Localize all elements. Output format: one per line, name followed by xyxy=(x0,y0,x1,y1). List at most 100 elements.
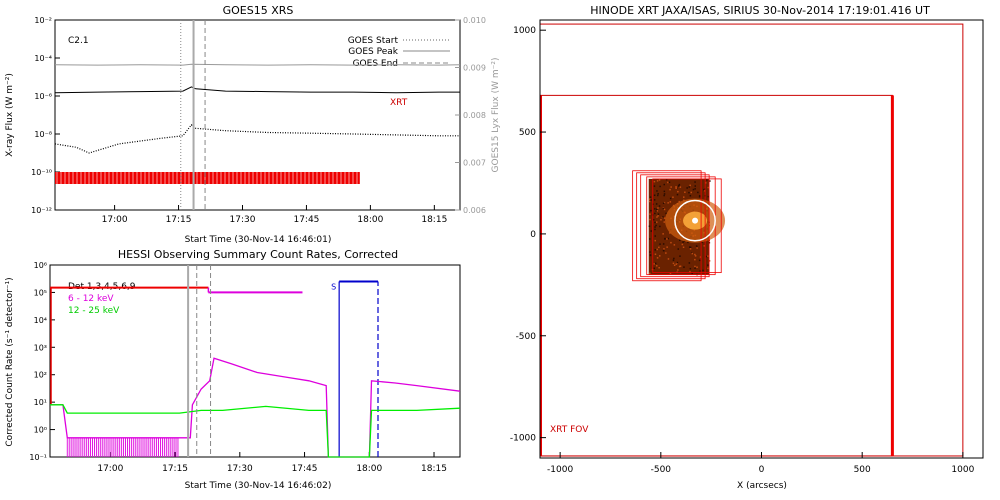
fov-xtick-label: -500 xyxy=(651,465,672,475)
fov-image-speckle xyxy=(683,266,685,268)
fov-image-speckle xyxy=(676,261,679,264)
goes-panel: GOES15 XRS C2.1 X-ray Flux (W m⁻²) GOES1… xyxy=(5,4,501,245)
fov-image-speckle xyxy=(679,255,681,257)
goes-annotation-c21: C2.1 xyxy=(68,36,89,46)
fov-image-speckle xyxy=(653,267,655,270)
fov-image-speckle xyxy=(650,199,652,201)
fov-image-speckle xyxy=(653,199,656,201)
fov-ytick-label: 500 xyxy=(519,128,536,138)
fov-image-speckle xyxy=(665,252,667,254)
goes-xlabel: Start Time (30-Nov-14 16:46:01) xyxy=(185,235,332,245)
fov-image-speckle xyxy=(689,246,691,248)
hessi-title: HESSI Observing Summary Count Rates, Cor… xyxy=(118,248,398,261)
fov-image-speckle xyxy=(706,179,708,181)
fov-image-speckle xyxy=(659,243,661,245)
fov-image-speckle xyxy=(653,180,656,183)
fov-image-speckle xyxy=(667,181,669,184)
fov-image-speckle xyxy=(650,209,652,212)
fov-image-speckle xyxy=(656,265,658,267)
fov-image-speckle xyxy=(657,207,659,209)
fov-image-speckle xyxy=(649,238,651,240)
fov-image-speckle xyxy=(652,219,655,221)
goes-legend: GOES Start GOES Peak GOES End xyxy=(348,36,450,69)
fov-image-speckle xyxy=(663,217,666,219)
fov-ytick-label: 0 xyxy=(530,230,536,240)
fov-image-speckle xyxy=(686,187,688,189)
fov-image-speckle xyxy=(659,255,661,257)
fov-xtick-label: 1000 xyxy=(951,465,974,475)
fov-image-speckle xyxy=(696,266,698,268)
fov-image-speckle xyxy=(665,178,668,181)
goes-xtick-label: 17:30 xyxy=(230,215,256,225)
fov-image-speckle xyxy=(679,265,682,267)
fov-image-speckle xyxy=(649,251,651,253)
fov-image-speckle xyxy=(669,201,672,203)
fov-image-speckle xyxy=(673,264,676,266)
fov-ytick-label: 1000 xyxy=(513,26,536,36)
fov-image-speckle xyxy=(707,255,709,257)
fov-image-speckle xyxy=(654,226,656,228)
fov-image-speckle xyxy=(698,259,701,262)
fov-image-speckle xyxy=(657,215,659,217)
fov-image-speckle xyxy=(649,272,651,275)
fov-image-speckle xyxy=(656,221,658,223)
fov-image-speckle xyxy=(694,255,697,257)
goes-ytick-label: 10⁻¹⁰ xyxy=(31,168,52,177)
fov-title: HINODE XRT JAXA/ISAS, SIRIUS 30-Nov-2014… xyxy=(590,4,930,17)
fov-image-speckle xyxy=(694,181,696,183)
fov-image-speckle xyxy=(689,195,692,197)
goes-y2tick-label: 0.010 xyxy=(463,16,486,25)
goes-ytick-label: 10⁻² xyxy=(34,16,52,25)
fov-image-speckle xyxy=(688,186,690,188)
fov-image-speckle xyxy=(662,233,664,235)
fov-image-box xyxy=(640,174,710,278)
fov-image-speckle xyxy=(654,249,657,251)
fov-image-speckle xyxy=(688,191,690,194)
fov-xlabel: X (arcsecs) xyxy=(737,481,787,491)
fov-image-speckle xyxy=(654,212,656,215)
fov-image-speckle xyxy=(708,260,711,262)
hessi-xtick-label: 17:45 xyxy=(292,464,318,474)
fov-panel: HINODE XRT JAXA/ISAS, SIRIUS 30-Nov-2014… xyxy=(510,4,984,491)
goes-ytick-label: 10⁻⁸ xyxy=(34,130,52,139)
fov-image-speckle xyxy=(682,241,684,243)
fov-image-speckle xyxy=(696,247,698,249)
fov-image-box xyxy=(632,170,702,282)
fov-image-speckle xyxy=(672,259,675,261)
fov-image-speckle xyxy=(663,190,666,193)
fov-image-speckle xyxy=(656,257,659,259)
hessi-xtick-label: 18:00 xyxy=(356,464,382,474)
fov-image-speckle xyxy=(689,184,691,187)
fov-image-speckle xyxy=(669,232,671,234)
goes-series-line xyxy=(54,124,460,154)
hessi-ticks: 17:00 17:15 17:30 17:45 18:00 18:15 10⁻¹ 10⁰ 10¹… xyxy=(29,261,447,474)
fov-image-speckle xyxy=(653,194,656,196)
goes-ylabel: X-ray Flux (W m⁻²) xyxy=(5,73,15,157)
fov-image-speckle xyxy=(694,185,696,187)
fov-image-speckle xyxy=(662,249,665,252)
fov-image-speckle xyxy=(649,254,652,257)
fov-image-speckle xyxy=(689,267,692,270)
fov-image-speckle xyxy=(678,183,681,186)
fov-image-speckle xyxy=(656,210,659,212)
fov-image-speckle xyxy=(662,202,665,204)
fov-plot-frame xyxy=(539,19,984,459)
fov-image-speckle xyxy=(648,225,651,227)
hessi-panel: HESSI Observing Summary Count Rates, Cor… xyxy=(5,248,461,491)
goes-xrt-label: XRT xyxy=(390,98,408,108)
fov-image-speckle xyxy=(703,245,705,247)
goes-y2tick-label: 0.006 xyxy=(463,206,486,215)
goes-ylabel-right: GOES15 Lyx Flux (W m⁻²) xyxy=(491,58,501,173)
fov-image-speckle xyxy=(656,248,658,251)
fov-image-speckle xyxy=(697,191,699,194)
fov-image-speckle xyxy=(675,187,677,189)
fov-image-speckle xyxy=(673,244,676,246)
hessi-series-line xyxy=(50,404,461,458)
fov-image-speckle xyxy=(695,245,698,247)
fov-image-speckle xyxy=(688,262,691,264)
fov-image-speckle xyxy=(648,200,651,203)
fov-image-speckle xyxy=(660,219,662,221)
fov-image-speckle xyxy=(670,186,672,188)
hessi-plot-frame xyxy=(49,264,461,458)
fov-image-speckle xyxy=(703,188,705,191)
